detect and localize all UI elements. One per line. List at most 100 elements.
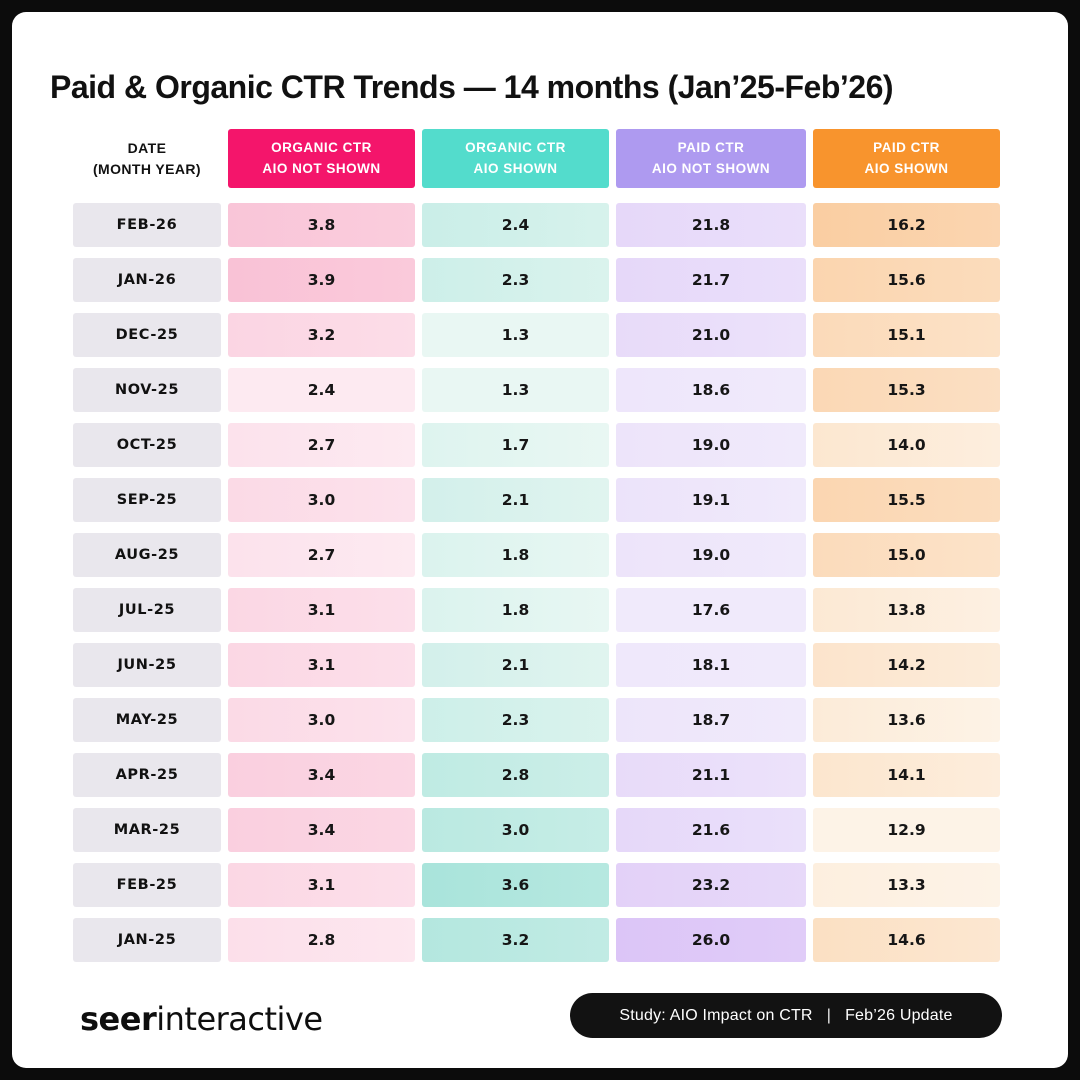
- value-cell-paid-ctr-aio-not-shown: 17.6: [616, 588, 806, 632]
- value-cell-paid-ctr-aio-not-shown: 19.0: [616, 533, 806, 577]
- date-cell: MAR-25: [73, 808, 221, 852]
- header-line1: PAID CTR: [873, 139, 940, 155]
- date-cell: JUN-25: [73, 643, 221, 687]
- header-line1: PAID CTR: [677, 139, 745, 155]
- header-line2: AIO NOT SHOWN: [262, 160, 381, 176]
- study-badge: Study: AIO Impact on CTR | Feb’26 Update: [570, 993, 1002, 1038]
- table-body: FEB-26 3.8 2.4 21.8 16.2 JAN-26 3.9 2.3 21.7 15.6…: [73, 203, 1002, 962]
- value-cell-organic-ctr-aio-not-shown: 3.1: [228, 588, 415, 632]
- ctr-table: DATE (MONTH YEAR) ORGANIC CTR AIO NOT SH…: [73, 129, 1002, 973]
- value-cell-paid-ctr-aio-shown: 14.0: [813, 423, 1000, 467]
- value-cell-organic-ctr-aio-not-shown: 3.9: [228, 258, 415, 302]
- date-cell: JAN-25: [73, 918, 221, 962]
- value-cell-organic-ctr-aio-not-shown: 3.0: [228, 698, 415, 742]
- header-paid-ctr-aio-shown: PAID CTR AIO SHOWN: [813, 129, 1000, 188]
- value-cell-organic-ctr-aio-not-shown: 3.0: [228, 478, 415, 522]
- header-line2: AIO SHOWN: [473, 160, 558, 176]
- value-cell-paid-ctr-aio-not-shown: 23.2: [616, 863, 806, 907]
- value-cell-organic-ctr-aio-shown: 2.3: [422, 698, 609, 742]
- value-cell-organic-ctr-aio-not-shown: 2.4: [228, 368, 415, 412]
- date-cell: FEB-26: [73, 203, 221, 247]
- value-cell-organic-ctr-aio-shown: 2.1: [422, 643, 609, 687]
- value-cell-organic-ctr-aio-shown: 3.0: [422, 808, 609, 852]
- seer-interactive-logo: seerinteractive: [80, 1000, 323, 1038]
- header-organic-ctr-aio-not-shown: ORGANIC CTR AIO NOT SHOWN: [228, 129, 415, 188]
- value-cell-organic-ctr-aio-shown: 1.8: [422, 533, 609, 577]
- table-row: JAN-25 2.8 3.2 26.0 14.6: [73, 918, 1002, 962]
- table-row: NOV-25 2.4 1.3 18.6 15.3: [73, 368, 1002, 412]
- value-cell-paid-ctr-aio-not-shown: 18.1: [616, 643, 806, 687]
- logo-seer: seer: [80, 1000, 157, 1038]
- table-row: JAN-26 3.9 2.3 21.7 15.6: [73, 258, 1002, 302]
- date-cell: AUG-25: [73, 533, 221, 577]
- value-cell-paid-ctr-aio-shown: 15.0: [813, 533, 1000, 577]
- badge-update-text: Feb’26 Update: [845, 1006, 953, 1024]
- value-cell-paid-ctr-aio-not-shown: 19.0: [616, 423, 806, 467]
- table-row: JUN-25 3.1 2.1 18.1 14.2: [73, 643, 1002, 687]
- table-header-row: DATE (MONTH YEAR) ORGANIC CTR AIO NOT SH…: [73, 129, 1002, 188]
- infographic-card: Paid & Organic CTR Trends — 14 months (J…: [12, 12, 1068, 1068]
- header-line1: ORGANIC CTR: [465, 139, 566, 155]
- value-cell-paid-ctr-aio-shown: 13.6: [813, 698, 1000, 742]
- value-cell-organic-ctr-aio-not-shown: 3.2: [228, 313, 415, 357]
- date-cell: NOV-25: [73, 368, 221, 412]
- table-row: FEB-26 3.8 2.4 21.8 16.2: [73, 203, 1002, 247]
- table-row: FEB-25 3.1 3.6 23.2 13.3: [73, 863, 1002, 907]
- value-cell-paid-ctr-aio-shown: 15.6: [813, 258, 1000, 302]
- table-row: MAY-25 3.0 2.3 18.7 13.6: [73, 698, 1002, 742]
- value-cell-organic-ctr-aio-not-shown: 2.7: [228, 533, 415, 577]
- value-cell-paid-ctr-aio-shown: 16.2: [813, 203, 1000, 247]
- table-row: MAR-25 3.4 3.0 21.6 12.9: [73, 808, 1002, 852]
- value-cell-paid-ctr-aio-shown: 15.1: [813, 313, 1000, 357]
- date-cell: DEC-25: [73, 313, 221, 357]
- header-organic-ctr-aio-shown: ORGANIC CTR AIO SHOWN: [422, 129, 609, 188]
- date-column-header: DATE (MONTH YEAR): [73, 129, 221, 188]
- value-cell-paid-ctr-aio-not-shown: 19.1: [616, 478, 806, 522]
- value-cell-organic-ctr-aio-not-shown: 2.8: [228, 918, 415, 962]
- value-cell-paid-ctr-aio-not-shown: 18.6: [616, 368, 806, 412]
- table-row: JUL-25 3.1 1.8 17.6 13.8: [73, 588, 1002, 632]
- header-line1: ORGANIC CTR: [271, 139, 372, 155]
- value-cell-organic-ctr-aio-not-shown: 3.8: [228, 203, 415, 247]
- date-cell: FEB-25: [73, 863, 221, 907]
- date-cell: MAY-25: [73, 698, 221, 742]
- header-line2: AIO SHOWN: [864, 160, 949, 176]
- value-cell-paid-ctr-aio-not-shown: 18.7: [616, 698, 806, 742]
- badge-study-text: Study: AIO Impact on CTR: [619, 1006, 813, 1024]
- value-cell-paid-ctr-aio-shown: 15.3: [813, 368, 1000, 412]
- value-cell-paid-ctr-aio-not-shown: 26.0: [616, 918, 806, 962]
- value-cell-organic-ctr-aio-shown: 2.4: [422, 203, 609, 247]
- value-cell-organic-ctr-aio-not-shown: 3.1: [228, 643, 415, 687]
- value-cell-organic-ctr-aio-not-shown: 2.7: [228, 423, 415, 467]
- header-line2: AIO NOT SHOWN: [651, 160, 771, 176]
- badge-separator: |: [826, 1006, 832, 1024]
- value-cell-organic-ctr-aio-not-shown: 3.1: [228, 863, 415, 907]
- logo-interactive: interactive: [156, 1000, 323, 1038]
- value-cell-organic-ctr-aio-shown: 3.6: [422, 863, 609, 907]
- value-cell-organic-ctr-aio-shown: 2.8: [422, 753, 609, 797]
- table-row: OCT-25 2.7 1.7 19.0 14.0: [73, 423, 1002, 467]
- value-cell-organic-ctr-aio-shown: 1.3: [422, 368, 609, 412]
- value-cell-organic-ctr-aio-shown: 3.2: [422, 918, 609, 962]
- date-cell: APR-25: [73, 753, 221, 797]
- date-cell: SEP-25: [73, 478, 221, 522]
- table-row: APR-25 3.4 2.8 21.1 14.1: [73, 753, 1002, 797]
- value-cell-organic-ctr-aio-shown: 1.8: [422, 588, 609, 632]
- value-cell-organic-ctr-aio-shown: 1.3: [422, 313, 609, 357]
- date-header-line2: (MONTH YEAR): [93, 160, 201, 177]
- value-cell-paid-ctr-aio-shown: 15.5: [813, 478, 1000, 522]
- value-cell-organic-ctr-aio-not-shown: 3.4: [228, 808, 415, 852]
- date-cell: JUL-25: [73, 588, 221, 632]
- value-cell-paid-ctr-aio-shown: 14.2: [813, 643, 1000, 687]
- value-cell-paid-ctr-aio-shown: 14.1: [813, 753, 1000, 797]
- value-cell-paid-ctr-aio-not-shown: 21.0: [616, 313, 806, 357]
- table-row: SEP-25 3.0 2.1 19.1 15.5: [73, 478, 1002, 522]
- date-header-line1: DATE: [127, 139, 167, 156]
- value-cell-paid-ctr-aio-shown: 14.6: [813, 918, 1000, 962]
- value-cell-paid-ctr-aio-shown: 12.9: [813, 808, 1000, 852]
- value-cell-paid-ctr-aio-not-shown: 21.7: [616, 258, 806, 302]
- value-cell-paid-ctr-aio-shown: 13.8: [813, 588, 1000, 632]
- value-cell-organic-ctr-aio-shown: 1.7: [422, 423, 609, 467]
- value-cell-organic-ctr-aio-not-shown: 3.4: [228, 753, 415, 797]
